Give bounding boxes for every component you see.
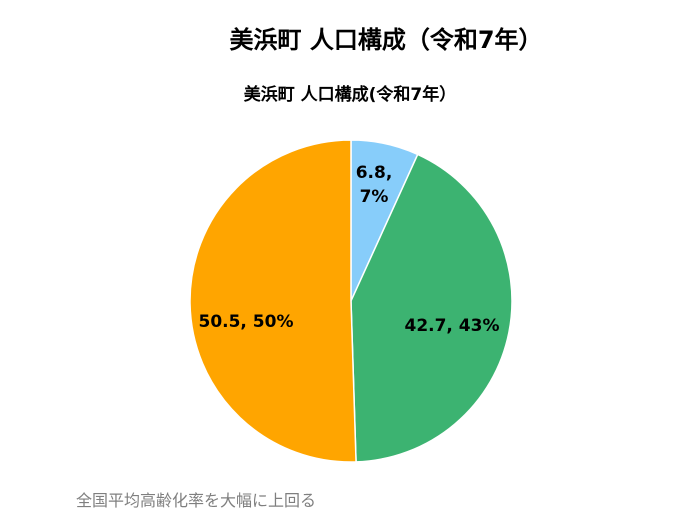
page-title: 美浜町 人口構成（令和7年）: [229, 26, 543, 54]
chart-title: 美浜町 人口構成(令和7年）: [243, 85, 457, 105]
footnote: 全国平均高齢化率を大幅に上回る: [76, 491, 317, 510]
data-label-3: 50.5, 50%: [198, 312, 293, 332]
data-label-1: 6.8, 7%: [356, 163, 393, 207]
pie-slice-3: [189, 139, 357, 463]
pie-slice-2: [350, 153, 513, 463]
data-label-2: 42.7, 43%: [404, 316, 499, 336]
